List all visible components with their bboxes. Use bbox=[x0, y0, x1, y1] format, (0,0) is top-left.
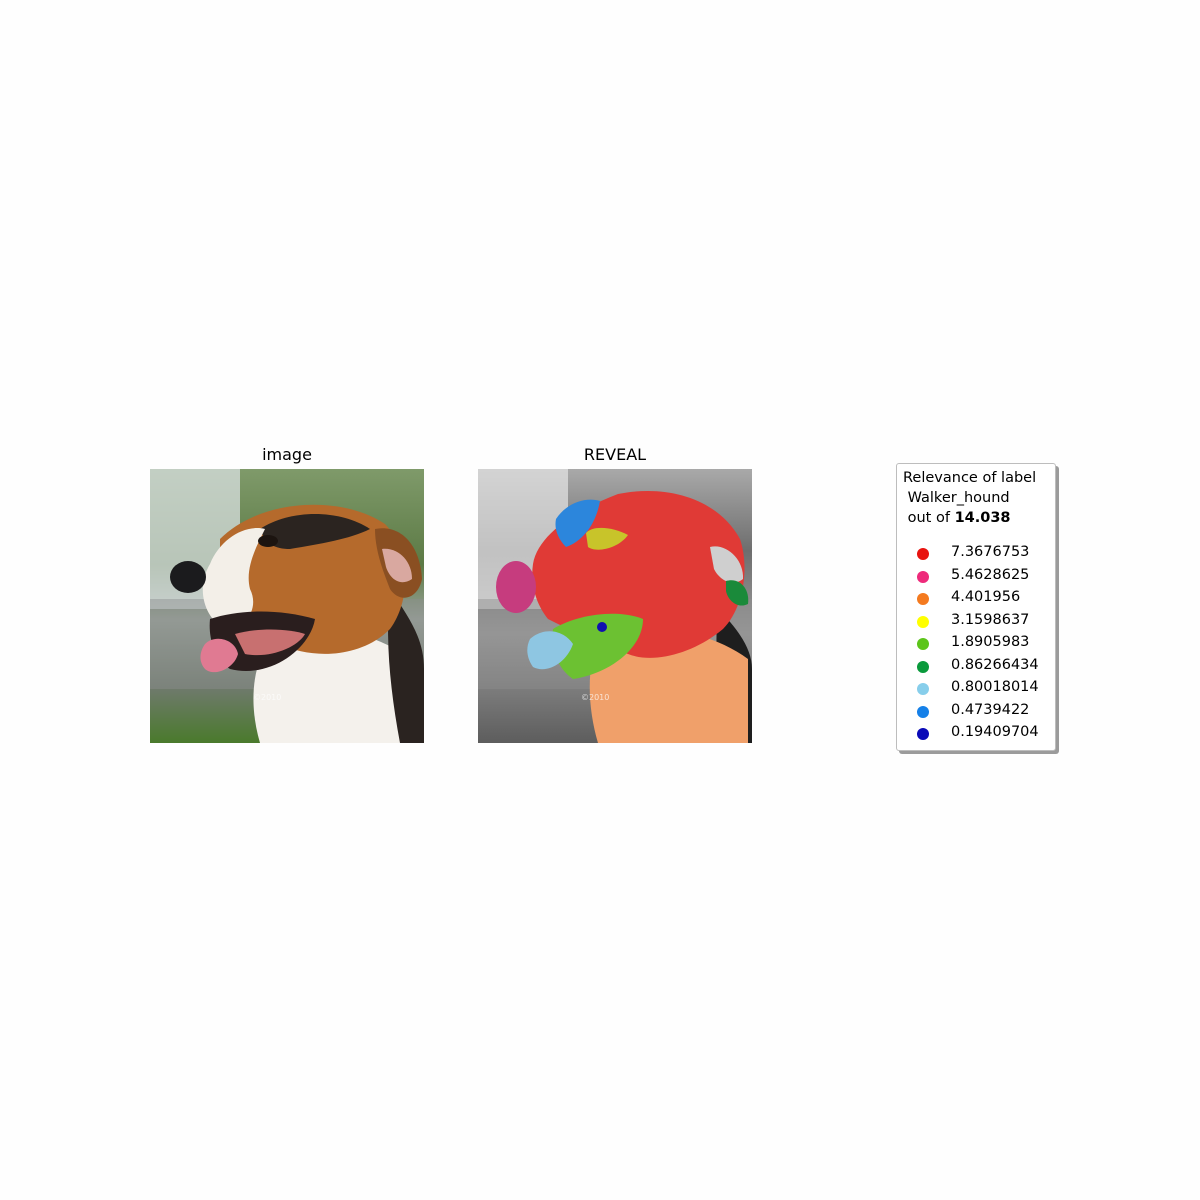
legend-dot-icon bbox=[917, 570, 929, 583]
segment-dark-blue bbox=[597, 622, 607, 632]
legend-value: 4.401956 bbox=[951, 589, 1021, 605]
legend-value: 1.8905983 bbox=[951, 634, 1030, 650]
legend-title: Relevance of label Walker_hound out of 1… bbox=[903, 468, 1036, 528]
legend-dot-icon bbox=[917, 615, 929, 628]
legend-dot-icon bbox=[917, 705, 929, 718]
watermark-text: ©2010 bbox=[581, 693, 609, 702]
legend-out-of-text: out of bbox=[907, 510, 955, 526]
reveal-image: ©2010 bbox=[478, 469, 752, 743]
watermark-text: ©2010 bbox=[253, 693, 281, 702]
legend-dot-icon bbox=[917, 638, 929, 650]
reveal-panel-title: REVEAL bbox=[583, 445, 647, 464]
legend-item: 5.4628625 bbox=[897, 566, 1055, 588]
legend-item: 3.1598637 bbox=[897, 611, 1055, 633]
legend-item: 0.86266434 bbox=[897, 656, 1055, 678]
legend-value: 5.4628625 bbox=[951, 566, 1030, 583]
relevance-legend: Relevance of label Walker_hound out of 1… bbox=[896, 463, 1056, 751]
legend-item: 1.8905983 bbox=[897, 633, 1055, 655]
dog-photo: ©2010 bbox=[150, 469, 424, 743]
legend-title-line1: Relevance of label bbox=[903, 470, 1037, 486]
legend-item: 0.4739422 bbox=[897, 701, 1055, 723]
legend-dot-icon bbox=[917, 593, 929, 605]
segment-orange bbox=[589, 628, 748, 743]
segment-green bbox=[726, 580, 749, 606]
legend-value: 0.86266434 bbox=[951, 656, 1039, 673]
segment-blue bbox=[555, 499, 600, 547]
legend-dot-icon bbox=[917, 660, 929, 673]
image-panel-title: image bbox=[262, 445, 312, 464]
relevance-overlay: ©2010 bbox=[478, 469, 752, 743]
legend-dot-icon bbox=[917, 728, 929, 740]
segment-pink bbox=[496, 561, 536, 613]
segment-light-blue bbox=[527, 631, 573, 670]
segment-yellow bbox=[586, 527, 628, 550]
legend-value: 0.80018014 bbox=[951, 679, 1039, 695]
legend-value: 3.1598637 bbox=[951, 611, 1030, 628]
original-image: ©2010 bbox=[150, 469, 424, 743]
legend-value: 0.4739422 bbox=[951, 701, 1030, 718]
legend-value: 0.19409704 bbox=[951, 724, 1039, 740]
legend-item: 4.401956 bbox=[897, 588, 1055, 610]
legend-item: 0.19409704 bbox=[897, 723, 1055, 745]
legend-total: 14.038 bbox=[954, 510, 1011, 526]
legend-label-name: Walker_hound bbox=[907, 490, 1010, 506]
legend-value: 7.3676753 bbox=[951, 544, 1030, 560]
segment-light-green bbox=[552, 613, 643, 679]
legend-item: 7.3676753 bbox=[897, 543, 1055, 565]
legend-item: 0.80018014 bbox=[897, 678, 1055, 700]
legend-dot-icon bbox=[917, 683, 929, 695]
legend-dot-icon bbox=[917, 548, 929, 560]
